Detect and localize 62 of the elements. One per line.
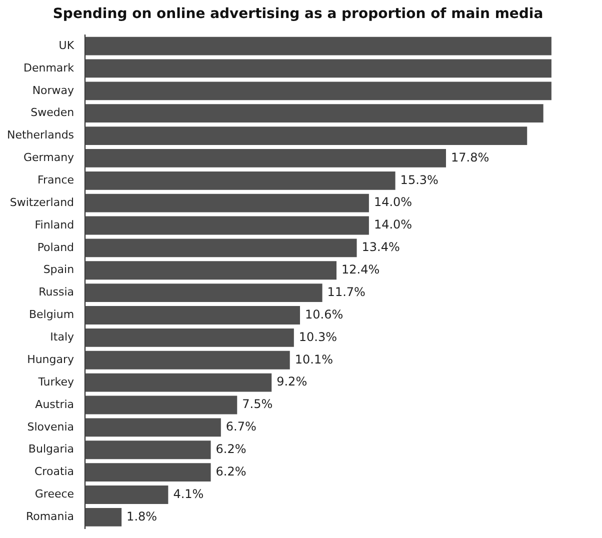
- y-tick-label: Netherlands: [6, 128, 74, 142]
- y-tick-label: France: [37, 173, 74, 186]
- y-tick-label: UK: [58, 38, 75, 52]
- chart-title: Spending on online advertising as a proportion of main media: [52, 6, 544, 22]
- bar: [85, 508, 122, 526]
- data-label: 10.1%: [294, 352, 333, 366]
- data-label: 17.8%: [451, 150, 490, 164]
- y-tick-label: Poland: [37, 240, 74, 254]
- bar: [85, 350, 290, 370]
- y-tick-label: Austria: [35, 398, 74, 411]
- y-tick-label: Germany: [23, 151, 75, 164]
- data-label: 10.3%: [298, 330, 338, 344]
- y-tick-label: Slovenia: [27, 420, 74, 434]
- bar: [85, 149, 446, 168]
- bar: [85, 486, 168, 504]
- bar: [85, 171, 396, 190]
- bar: [85, 306, 300, 324]
- data-label: 6.2%: [216, 464, 246, 478]
- y-tick-label: Norway: [32, 84, 75, 97]
- bar: [85, 440, 211, 460]
- data-label: 14.0%: [374, 218, 412, 232]
- y-tick-label: Italy: [50, 330, 75, 344]
- data-label: 10.6%: [305, 307, 344, 322]
- data-label: 9.2%: [276, 374, 308, 389]
- bar: [85, 126, 528, 145]
- y-tick-label: Denmark: [23, 61, 75, 74]
- bar: [85, 396, 238, 414]
- data-label: 15.3%: [400, 172, 438, 187]
- bar: [85, 216, 369, 235]
- y-tick-label: Greece: [34, 488, 74, 501]
- data-label: 13.4%: [362, 240, 400, 254]
- bar: [85, 261, 336, 280]
- data-label: 1.8%: [126, 509, 158, 524]
- data-label: 6.2%: [216, 442, 246, 456]
- y-tick-label: Bulgaria: [28, 442, 74, 456]
- bar: [85, 82, 552, 100]
- y-tick-label: Spain: [43, 263, 74, 276]
- y-tick-label: Romania: [26, 510, 74, 524]
- bar: [85, 418, 221, 437]
- data-label: 14.0%: [374, 195, 412, 210]
- bar: [85, 238, 357, 258]
- y-tick-label: Finland: [34, 218, 74, 232]
- bar: [85, 328, 294, 347]
- y-tick-label: Russia: [38, 286, 74, 299]
- data-label: 11.7%: [327, 284, 366, 299]
- y-tick-label: Turkey: [37, 375, 75, 388]
- y-tick-label: Belgium: [28, 308, 74, 322]
- bar: [85, 36, 552, 56]
- y-tick-label: Sweden: [30, 106, 74, 120]
- bar: [85, 373, 272, 392]
- bar: [85, 463, 211, 482]
- data-label: 6.7%: [226, 420, 256, 434]
- bar: [85, 104, 544, 123]
- y-tick-label: Croatia: [34, 465, 74, 478]
- y-tick-label: Switzerland: [10, 196, 74, 209]
- bar: [85, 194, 369, 212]
- data-label: 4.1%: [173, 486, 204, 501]
- data-label: 7.5%: [242, 397, 273, 412]
- y-tick-label: Hungary: [27, 352, 75, 366]
- bar: [85, 284, 322, 302]
- bar: [85, 59, 552, 78]
- data-label: 12.4%: [342, 262, 380, 277]
